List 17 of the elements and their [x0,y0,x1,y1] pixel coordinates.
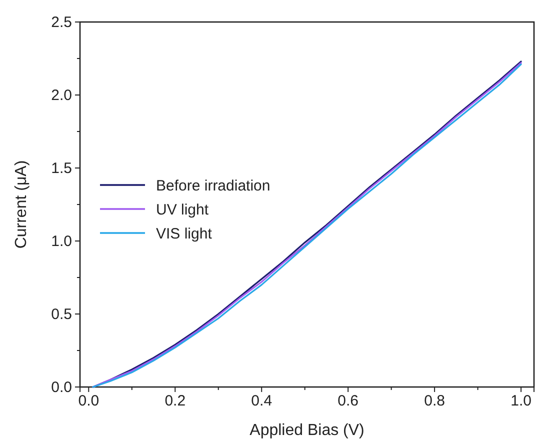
legend-label: VIS light [156,226,213,242]
y-tick-label: 2.0 [51,86,72,104]
x-tick-label: 0.8 [424,392,445,410]
x-tick-label: 0.4 [251,392,272,410]
x-tick-label: 1.0 [510,392,532,410]
y-tick-label: 0.0 [51,378,72,396]
x-tick-label: 0.2 [164,392,186,410]
x-tick-label: 0.6 [338,392,359,410]
y-tick-label: 1.0 [51,232,72,250]
legend-label: UV light [156,202,210,218]
y-tick-label: 1.5 [51,160,72,177]
y-axis-title: Current (μA) [13,160,30,249]
legend-label: Before irradiation [156,178,270,194]
y-tick-label: 0.5 [51,306,72,323]
x-axis-title: Applied Bias (V) [250,422,364,439]
x-tick-label: 0.0 [78,392,100,410]
y-tick-label: 2.5 [51,14,72,31]
